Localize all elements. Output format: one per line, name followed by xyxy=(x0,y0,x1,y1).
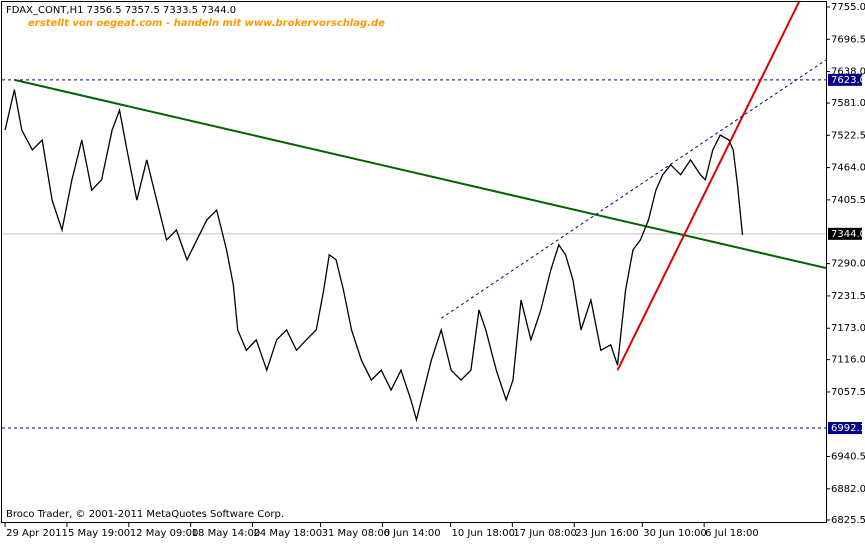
x-tick-label: 31 May 08:00 xyxy=(322,528,391,539)
trendline xyxy=(440,59,826,319)
chart-title: FDAX_CONT,H1 7356.5 7357.5 7333.5 7344.0 xyxy=(6,5,236,16)
x-tick-label: 18 May 14:00 xyxy=(192,528,261,539)
y-tick-label: 7696.5 xyxy=(831,34,865,45)
y-tick-label: 7405.5 xyxy=(831,195,865,206)
x-tick-label: 29 Apr 2011 xyxy=(6,528,68,539)
y-tick-label: 7116.0 xyxy=(831,355,865,366)
price-label-box xyxy=(828,73,862,86)
x-tick-label: 23 Jun 16:00 xyxy=(575,528,639,539)
x-tick-label: 6 Jun 14:00 xyxy=(383,528,440,539)
y-tick-label: 7522.5 xyxy=(831,130,865,141)
y-tick-label: 7173.0 xyxy=(831,323,865,334)
plot-frame xyxy=(1,1,827,523)
price-label-box xyxy=(828,422,862,435)
trendline xyxy=(616,2,801,371)
copyright: Broco Trader, © 2001-2011 MetaQuotes Sof… xyxy=(6,509,284,520)
chart-subtitle: erstellt von oegeat.com - handeln mit ww… xyxy=(28,18,385,29)
price-label: 7344.0 xyxy=(831,229,865,240)
y-tick-label: 7057.5 xyxy=(831,387,865,398)
x-tick-label: 30 Jun 10:00 xyxy=(643,528,707,539)
price-label-box xyxy=(828,227,862,240)
x-tick-label: 24 May 18:00 xyxy=(254,528,323,539)
x-tick-label: 5 May 19:00 xyxy=(68,528,130,539)
x-tick-label: 10 Jun 18:00 xyxy=(451,528,515,539)
y-tick-label: 7581.0 xyxy=(831,98,865,109)
plot-area xyxy=(2,2,826,429)
x-tick-label: 17 Jun 08:00 xyxy=(513,528,577,539)
trendline xyxy=(14,78,826,270)
x-tick-label: 6 Jul 18:00 xyxy=(705,528,759,539)
y-tick-label: 7464.0 xyxy=(831,163,865,174)
price-line xyxy=(4,89,744,423)
x-tick-label: 12 May 09:00 xyxy=(130,528,199,539)
price-label: 7623.0 xyxy=(831,75,865,86)
y-tick-label: 7231.5 xyxy=(831,291,865,302)
y-tick-label: 7638.0 xyxy=(831,67,865,78)
y-tick-label: 6940.5 xyxy=(831,452,865,463)
price-label: 6992.1 xyxy=(831,423,865,434)
y-tick-label: 6825.5 xyxy=(831,515,865,526)
y-tick-label: 7290.0 xyxy=(831,259,865,270)
y-tick-label: 6882.0 xyxy=(831,484,865,495)
y-tick-label: 7755.0 xyxy=(831,2,865,13)
